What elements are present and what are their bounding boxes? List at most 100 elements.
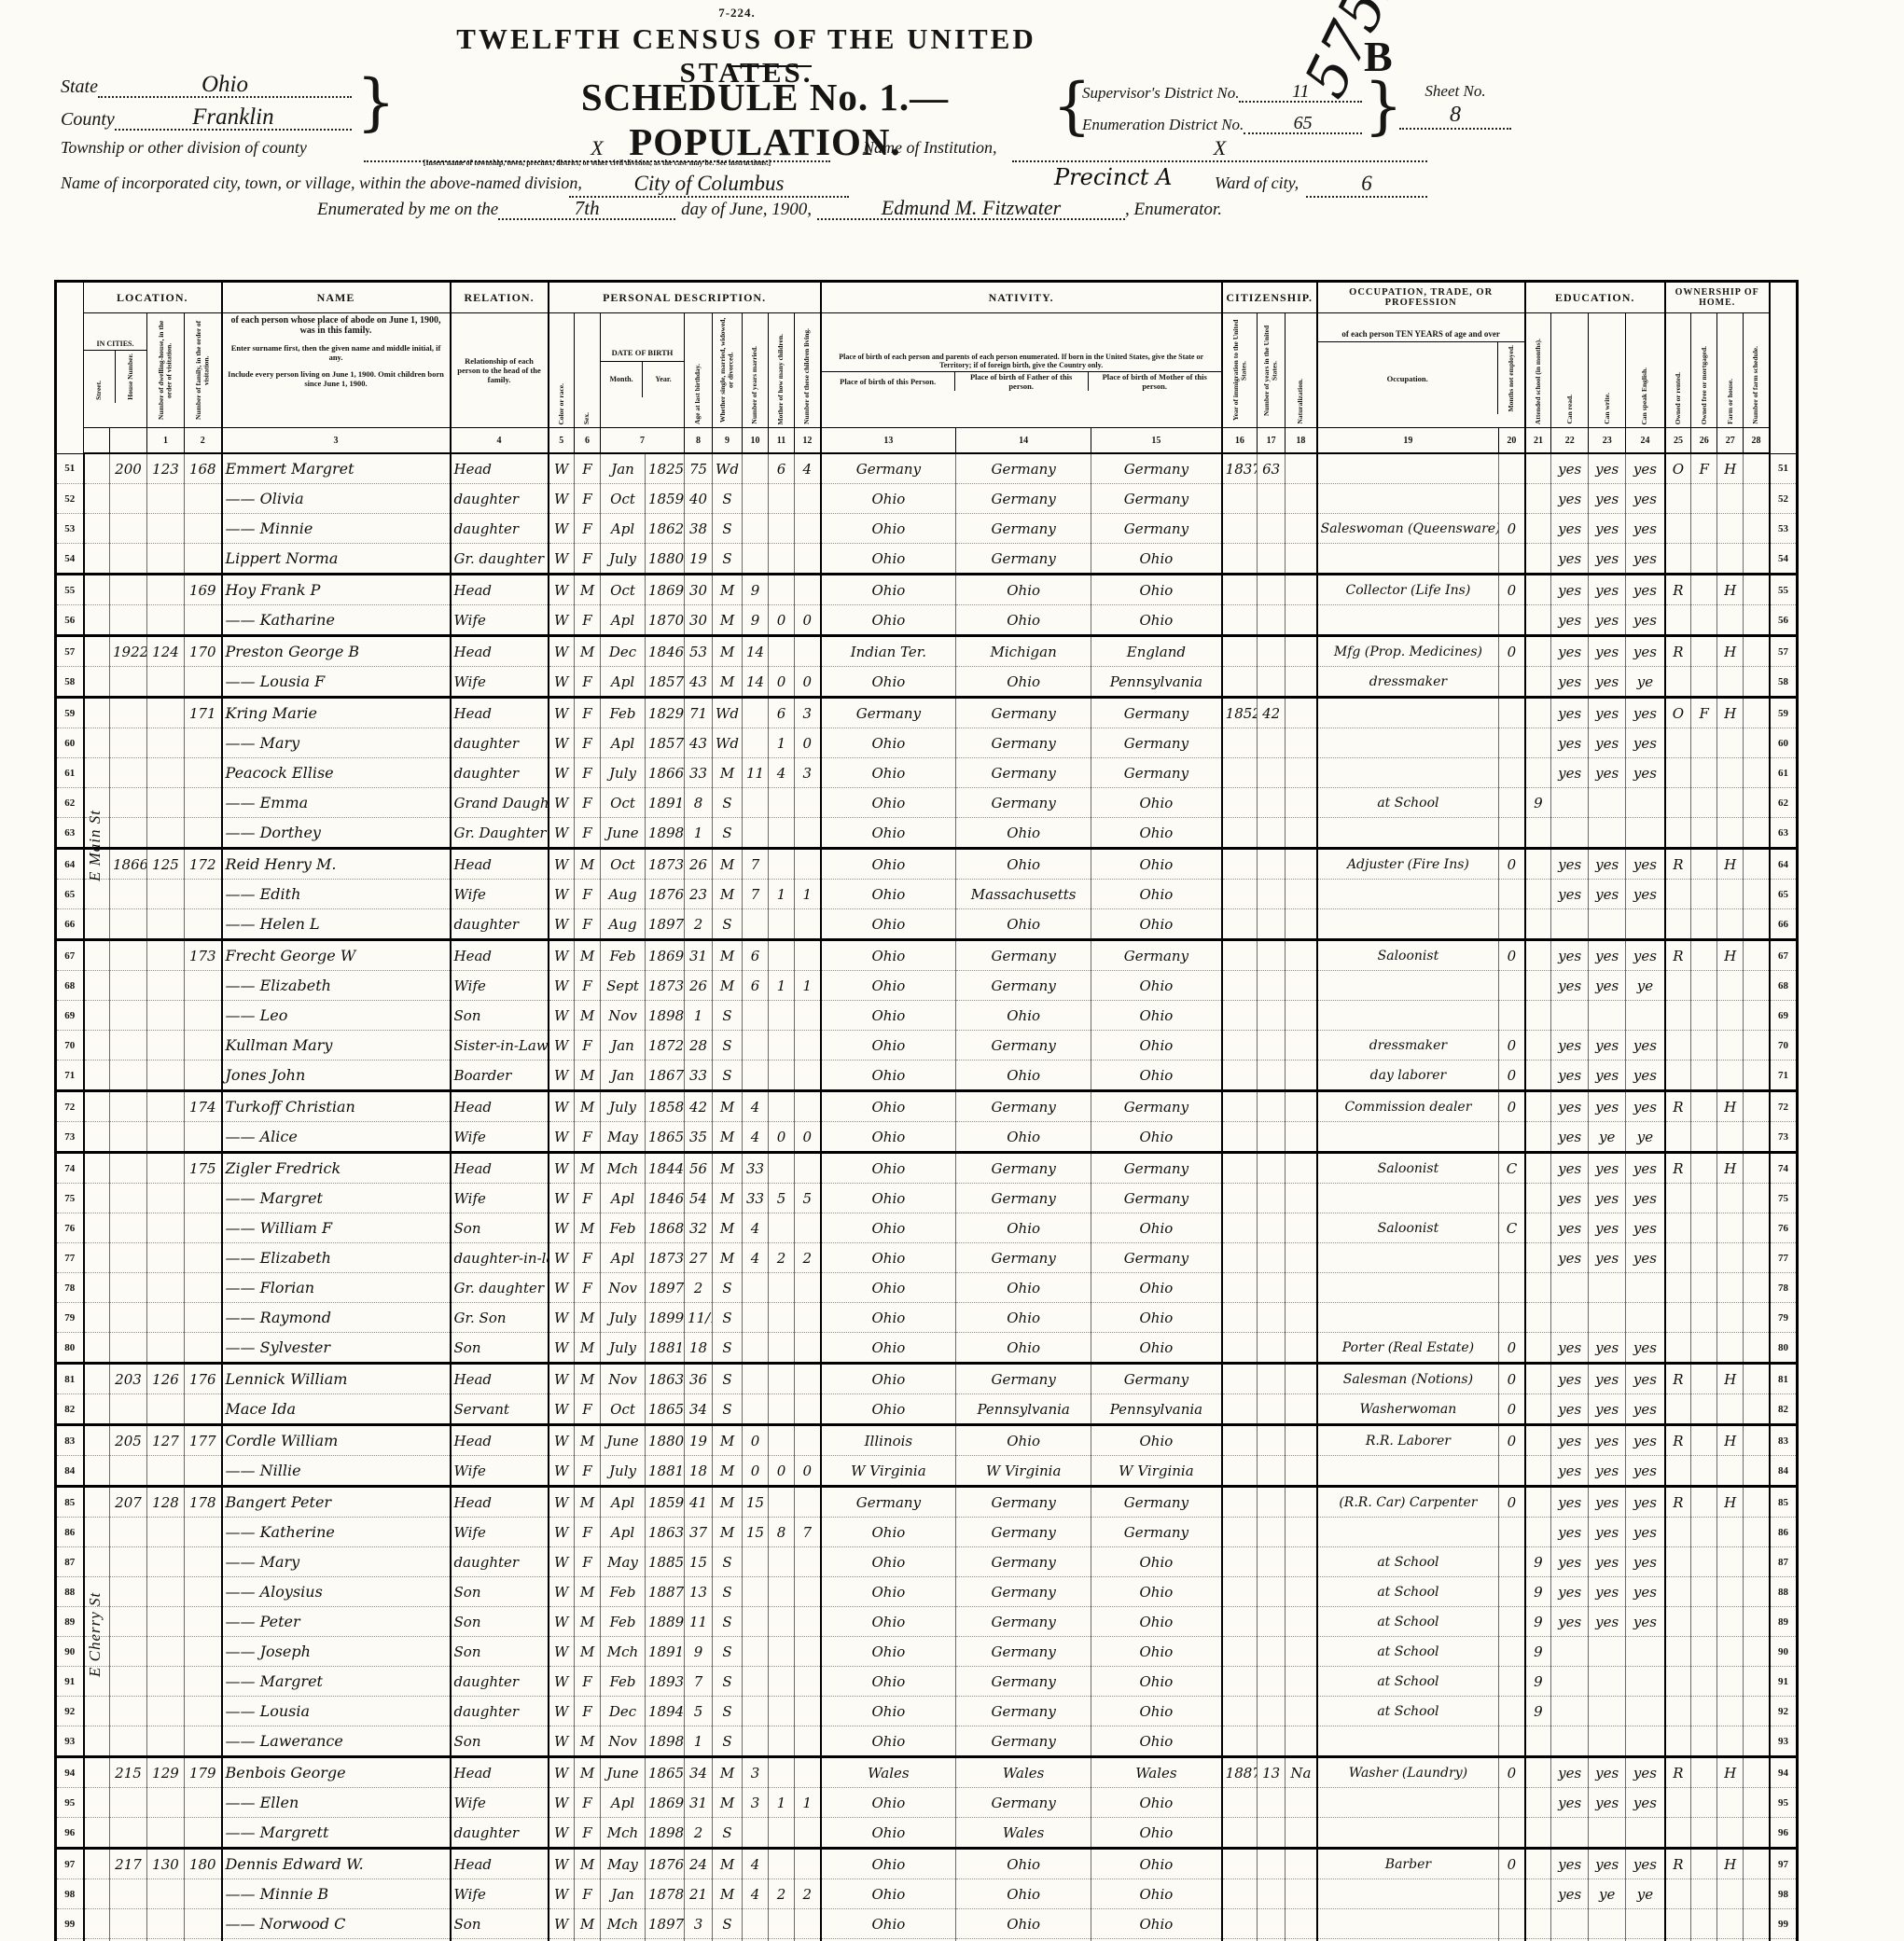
cell-fam xyxy=(183,757,223,788)
cell-house xyxy=(109,1183,147,1213)
cell-pob: Ohio xyxy=(819,1606,957,1637)
cell-fs xyxy=(1743,1302,1771,1333)
cell-dw xyxy=(146,697,185,728)
cell-pf: Germany xyxy=(955,1363,1092,1394)
cell-yr: 1898 xyxy=(645,1726,686,1757)
cell-yr: 1865 xyxy=(645,1393,686,1425)
cell-name: —— Helen L xyxy=(220,908,452,940)
row-number-right: 77 xyxy=(1768,1242,1799,1273)
cell-fm xyxy=(1690,1726,1718,1757)
cell-cl: 0 xyxy=(794,1455,822,1487)
city-value: City of Columbus xyxy=(633,172,785,195)
cell-dw xyxy=(146,939,185,971)
cell-rd: yes xyxy=(1550,1517,1590,1547)
cell-yus xyxy=(1257,1848,1286,1879)
cell-en: yes xyxy=(1625,1517,1666,1547)
cell-yr: 1881 xyxy=(645,1332,686,1364)
cell-fam xyxy=(183,483,223,514)
cell-pob: Ohio xyxy=(819,848,957,880)
cell-pf: Germany xyxy=(955,453,1092,484)
cell-pm: Ohio xyxy=(1091,817,1223,849)
cell-age: 27 xyxy=(684,1242,714,1273)
city-line: City of Columbus xyxy=(569,172,849,198)
cell-street xyxy=(83,1302,110,1333)
cell-fh xyxy=(1716,817,1744,849)
cell-rd: yes xyxy=(1550,697,1590,728)
cell-house xyxy=(109,1726,147,1757)
table-row: 95 —— Ellen Wife W F Apl 1869 31 M 3 1 1 Ohio Germany… xyxy=(54,1787,1799,1818)
supervisor-value: 11 xyxy=(1291,81,1310,102)
cell-mo: Apl xyxy=(600,1242,646,1273)
cell-en: yes xyxy=(1625,757,1666,788)
cell-fm xyxy=(1690,1393,1718,1425)
cell-dw xyxy=(146,970,185,1001)
cell-fh: H xyxy=(1716,939,1744,971)
row-number-left: 69 xyxy=(54,1000,85,1031)
cell-pm: Wales xyxy=(1091,1756,1223,1788)
cell-rel: daughter xyxy=(449,1696,549,1726)
cell-age: 15 xyxy=(684,1546,714,1577)
cell-fm: F xyxy=(1690,453,1718,484)
cell-rel: Head xyxy=(449,453,549,484)
cell-age: 43 xyxy=(684,728,714,758)
cell-dw xyxy=(146,574,185,605)
table-row: 93 —— Lawerance Son W M Nov 1898 1 S Ohio Germany O… xyxy=(54,1726,1799,1757)
cell-dw xyxy=(146,1908,185,1939)
cell-cl: 1 xyxy=(794,1787,822,1818)
cell-yus xyxy=(1257,1726,1286,1757)
cell-sch xyxy=(1523,1908,1552,1939)
column-number-27: 27 xyxy=(1716,427,1744,454)
cell-ym: 33 xyxy=(742,1152,770,1184)
cell-rd xyxy=(1550,1636,1590,1667)
cell-occ: Saloonist xyxy=(1315,1152,1500,1184)
cell-sch xyxy=(1523,543,1552,575)
cell-wr xyxy=(1588,1666,1627,1697)
table-row: 52 —— Olivia daughter W F Oct 1859 40 S Ohio Germa… xyxy=(54,483,1799,514)
cell-mar: M xyxy=(712,1424,744,1456)
cell-name: Emmert Margret xyxy=(220,453,452,484)
cell-fm xyxy=(1690,1848,1718,1879)
cell-street xyxy=(83,513,110,544)
cell-wr: yes xyxy=(1588,604,1627,636)
cell-fs xyxy=(1743,1363,1771,1394)
row-number-right: 87 xyxy=(1768,1546,1799,1577)
table-row: 70 Kullman Mary Sister-in-Law W F Jan 1872 28 S O… xyxy=(54,1030,1799,1061)
cell-fam xyxy=(183,1213,223,1243)
cell-pob: Ohio xyxy=(819,543,957,575)
cell-fm xyxy=(1690,1183,1718,1213)
form-number: 7-224. xyxy=(718,6,756,20)
cell-sex: M xyxy=(574,1636,602,1667)
cell-fs xyxy=(1743,787,1771,818)
cell-mc xyxy=(768,1696,796,1726)
cell-wr xyxy=(1588,1000,1627,1031)
cell-yus xyxy=(1257,1424,1286,1456)
cell-mar: Wd xyxy=(712,728,744,758)
cell-dw: 126 xyxy=(146,1363,185,1394)
cell-yr: 1873 xyxy=(645,848,686,880)
cell-or xyxy=(1663,817,1692,849)
cell-nat xyxy=(1285,848,1318,880)
cell-mar: M xyxy=(712,635,744,667)
cell-age: 33 xyxy=(684,757,714,788)
cell-ym xyxy=(742,1666,770,1697)
cell-yr: 1894 xyxy=(645,1696,686,1726)
cell-street xyxy=(83,453,110,484)
cell-name: —— Alice xyxy=(220,1121,452,1153)
row-number-right: 63 xyxy=(1768,817,1799,849)
cell-fs xyxy=(1743,1666,1771,1697)
cell-yus xyxy=(1257,908,1286,940)
table-row: 62 —— Emma Grand Daugh. W F Oct 1891 8 S Ohio Germ… xyxy=(54,787,1799,818)
table-row: 99 —— Norwood C Son W M Mch 1897 3 S Ohio Ohio Ohio… xyxy=(54,1908,1799,1939)
column-number-10: 10 xyxy=(742,427,770,454)
cell-pob: W Virginia xyxy=(819,1455,957,1487)
cell-ym: 33 xyxy=(742,1183,770,1213)
cell-yus xyxy=(1257,1121,1286,1153)
cell-rel: Head xyxy=(449,1152,549,1184)
cell-pm: Germany xyxy=(1091,757,1223,788)
cell-dw xyxy=(146,1546,185,1577)
cell-en: yes xyxy=(1625,1090,1666,1122)
row-number-left: 60 xyxy=(54,728,85,758)
cell-house: 215 xyxy=(109,1756,147,1788)
row-number-right: 96 xyxy=(1768,1817,1799,1849)
cell-mar: S xyxy=(712,817,744,849)
